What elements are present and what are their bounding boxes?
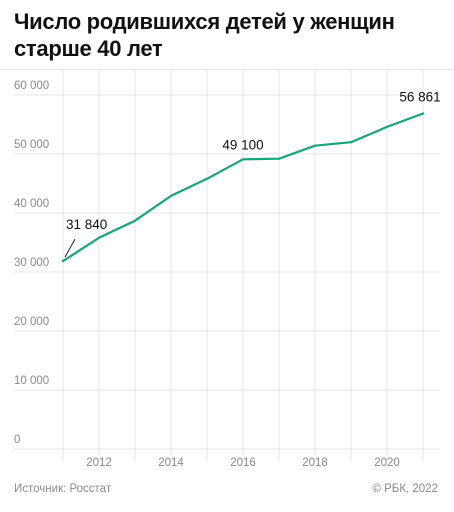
annotations-layer: 31 840 49 100 56 861: [64, 90, 441, 258]
data-label: 31 840: [66, 217, 107, 232]
x-tick-label: 2016: [230, 457, 256, 469]
y-tick-label: 10 000: [14, 375, 49, 387]
data-point: [241, 158, 245, 161]
x-tick-label: 2020: [374, 457, 400, 469]
chart-title: Число родившихся детей у женщин старше 4…: [14, 9, 395, 61]
data-point: [205, 177, 209, 180]
data-point: [61, 260, 65, 263]
title-divider: [0, 69, 454, 70]
data-point: [349, 141, 353, 144]
grid-lines: [14, 70, 440, 461]
y-tick-label: 30 000: [14, 257, 49, 269]
data-label: 49 100: [222, 137, 263, 152]
y-tick-label: 40 000: [14, 198, 49, 210]
data-label: 56 861: [399, 90, 440, 105]
series-layer: [61, 112, 425, 263]
data-point: [97, 236, 101, 239]
y-tick-label: 60 000: [14, 80, 49, 92]
data-point: [313, 144, 317, 147]
annotation-leader: [64, 238, 76, 258]
x-axis-ticks: 2012 2014 2016 2018 2020: [86, 457, 400, 469]
data-point: [277, 157, 281, 160]
data-point: [385, 125, 389, 128]
y-axis-ticks: 0 10 000 20 000 30 000 40 000 50 000 60 000: [14, 80, 49, 446]
data-point: [133, 219, 137, 222]
data-point: [169, 194, 173, 197]
x-tick-label: 2012: [86, 457, 112, 469]
copyright-note: © РБК, 2022: [372, 483, 438, 495]
data-point: [421, 112, 425, 115]
x-tick-label: 2014: [158, 457, 184, 469]
y-tick-label: 20 000: [14, 316, 49, 328]
y-tick-label: 50 000: [14, 139, 49, 151]
x-tick-label: 2018: [302, 457, 328, 469]
y-tick-label: 0: [14, 434, 20, 446]
source-note: Источник: Росстат: [14, 483, 112, 495]
